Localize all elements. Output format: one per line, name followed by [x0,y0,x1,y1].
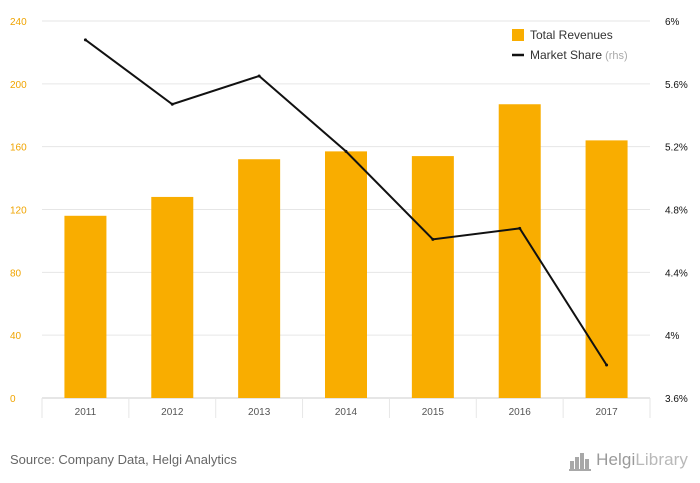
bar [325,151,367,398]
legend-label: Market Share (rhs) [530,48,628,62]
x-tick-label: 2011 [75,407,97,418]
brand-name: HelgiLibrary [596,450,688,470]
source-note: Source: Company Data, Helgi Analytics [10,452,237,467]
left-tick-label: 200 [10,80,27,91]
left-tick-label: 160 [10,143,27,154]
bar [64,215,107,398]
line-point [605,363,609,367]
right-tick-label: 4% [665,331,680,342]
chart: 0 40 80 120 160 200 240 3.6% 4% 4.4% 4.8% 5.2% 5.6% 6… [10,17,688,418]
right-tick-label: 3.6% [665,394,688,405]
right-tick-label: 5.6% [665,80,688,91]
line-point [518,226,522,230]
x-tick-label: 2014 [335,407,358,418]
bar [151,196,194,398]
right-tick-label: 5.2% [665,143,688,154]
line-point [431,237,435,241]
x-tick-label: 2015 [422,407,445,418]
brand-name-main: Helgi [596,450,636,469]
right-tick-label: 6% [665,17,680,28]
line-point [83,38,87,42]
line-point [344,149,348,153]
brand-logo: HelgiLibrary [569,447,688,473]
legend-label-suffix: (rhs) [602,50,628,62]
bar [238,159,281,398]
left-tick-label: 120 [10,206,27,217]
brand-name-light: Library [635,450,688,469]
left-tick-label: 80 [10,268,22,279]
x-tick-label: 2016 [509,407,532,418]
right-tick-label: 4.8% [665,206,688,217]
bar [411,156,454,398]
legend-label: Total Revenues [530,28,613,42]
legend-swatch-revenues [512,29,524,41]
right-tick-label: 4.4% [665,268,688,279]
line-point [170,102,174,106]
line-point [257,74,261,78]
x-tick-label: 2013 [248,407,271,418]
left-tick-label: 240 [10,17,27,28]
brand-icon [569,453,592,471]
x-tick-label: 2012 [161,407,184,418]
left-tick-label: 40 [10,331,22,342]
bar [585,140,628,398]
left-tick-label: 0 [10,394,16,405]
x-tick-label: 2017 [595,407,618,418]
